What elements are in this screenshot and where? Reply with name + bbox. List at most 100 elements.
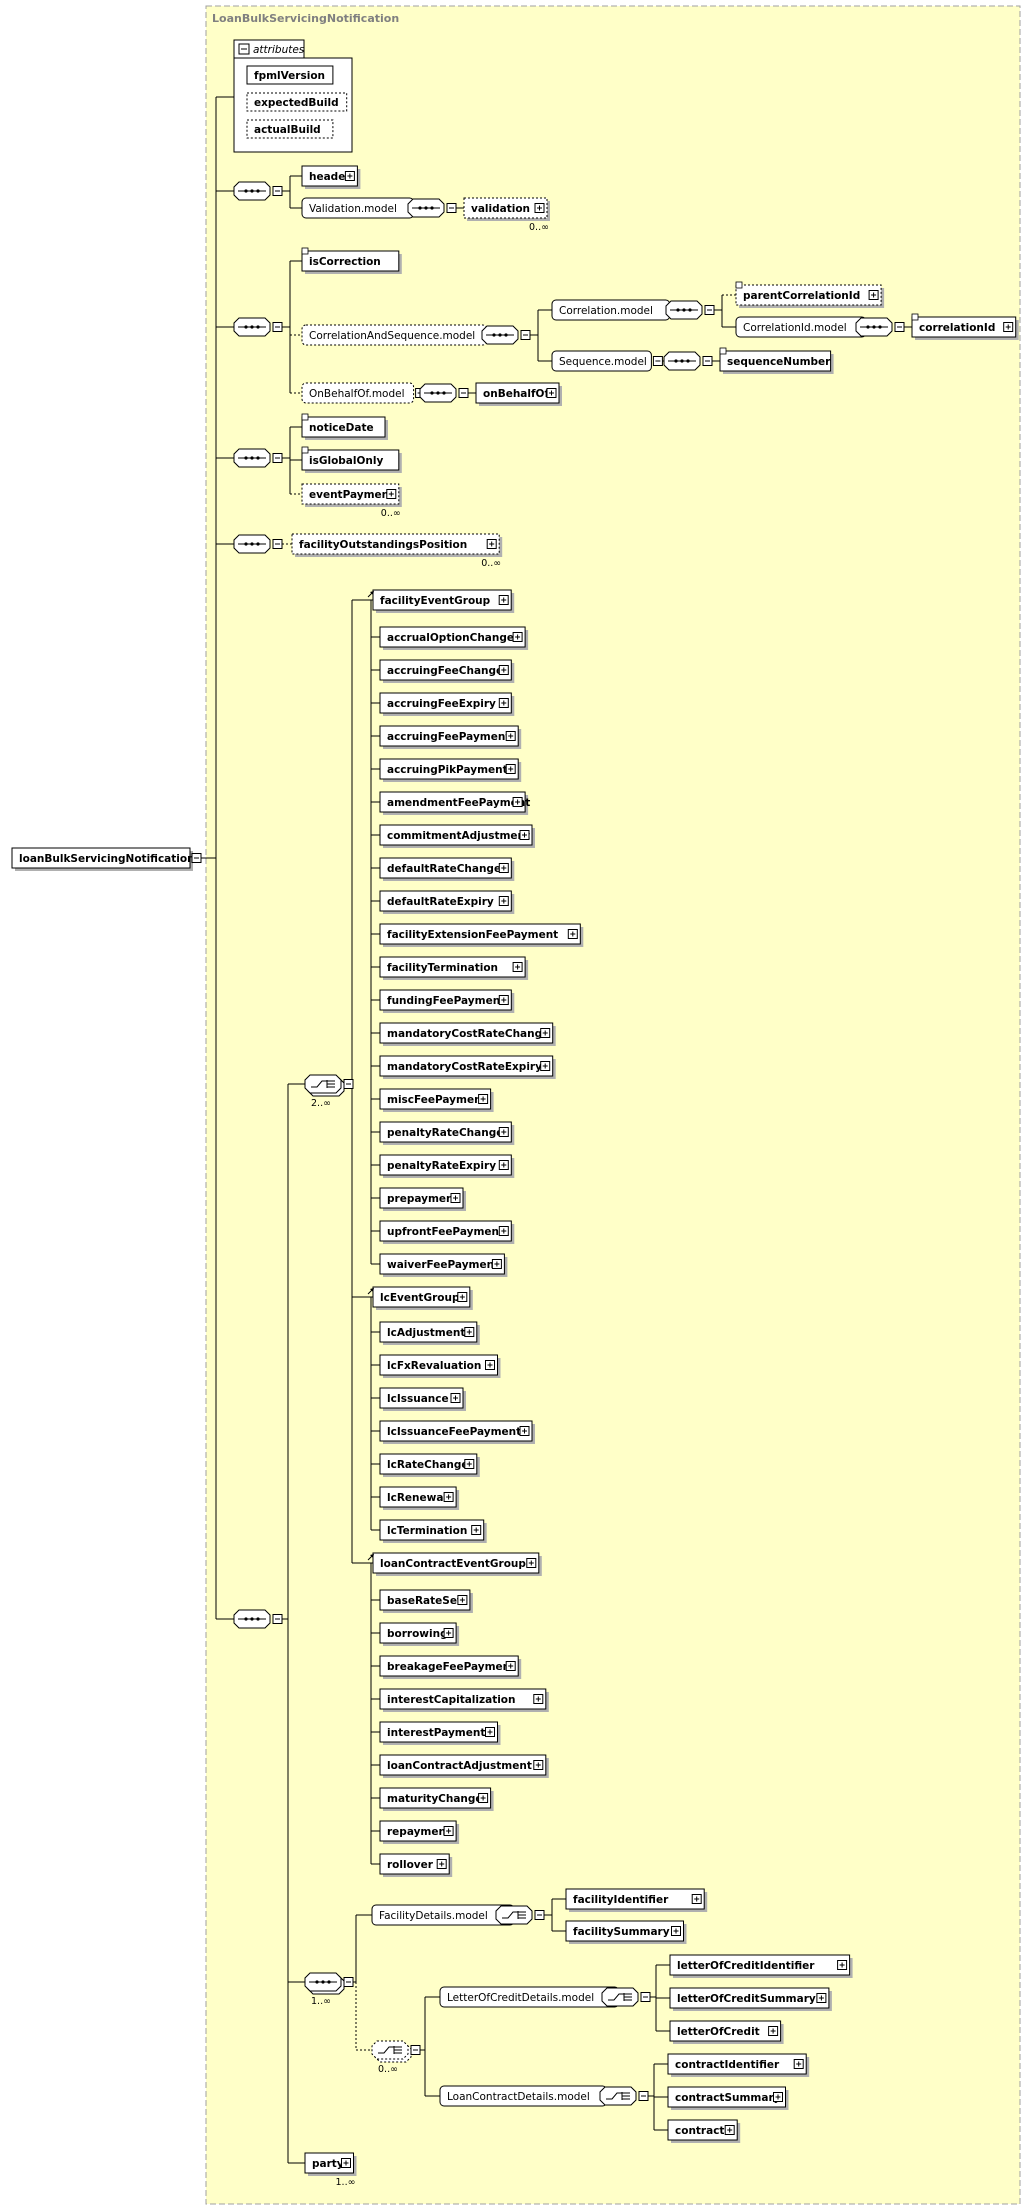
sequence-dot-icon — [498, 333, 502, 337]
onBehalfOf_model-box[interactable] — [301, 382, 415, 404]
facilityEventGroup-label: facilityEventGroup — [380, 595, 491, 607]
contract-box[interactable] — [667, 2119, 738, 2141]
isCorrection-box[interactable] — [301, 250, 400, 272]
choice-compositor-icon[interactable] — [371, 2040, 409, 2060]
loan-contract-event-baseRateSet-box[interactable] — [379, 1589, 471, 1611]
attribute-fpmlVersion-label: fpmlVersion — [254, 70, 325, 82]
contractIdentifier-box[interactable] — [667, 2053, 807, 2075]
onBehalfOf-box[interactable] — [475, 382, 560, 404]
correlationId-box[interactable] — [911, 316, 1017, 338]
noticeDate-label: noticeDate — [309, 422, 374, 434]
sequence-dot-icon — [250, 542, 254, 546]
facility-event-accruingFeeExpiry-label: accruingFeeExpiry — [387, 698, 496, 710]
loan-contract-event-interestPayment-box[interactable] — [379, 1721, 498, 1743]
attribute-marker-icon — [911, 313, 919, 321]
lc-event-lcTermination-box[interactable] — [379, 1519, 485, 1541]
eventPayment-box[interactable] — [301, 483, 400, 505]
parentCorrelationId-box[interactable] — [735, 284, 882, 306]
validation-box[interactable] — [463, 197, 548, 219]
facilityIdentifier-box[interactable] — [565, 1888, 705, 1910]
facility-event-facilityExtensionFeePayment-box[interactable] — [379, 923, 581, 945]
correlation_model-label: Correlation.model — [559, 305, 653, 317]
loan-contract-event-rollover-box[interactable] — [379, 1853, 450, 1875]
sequence-dot-icon — [256, 325, 260, 329]
facilityOutstandingsPosition-cardinality: 0..∞ — [481, 558, 501, 569]
choice-compositor-icon[interactable] — [495, 1905, 533, 1925]
loan-contract-event-maturityChange-box[interactable] — [379, 1787, 492, 1809]
facility-event-accruingFeeChange-box[interactable] — [379, 659, 512, 681]
facility-event-waiverFeePayment-box[interactable] — [379, 1253, 505, 1275]
lcEventGroup-box[interactable] — [372, 1286, 471, 1308]
facility-event-fundingFeePayment-box[interactable] — [379, 989, 512, 1011]
facilityEventGroup-box[interactable] — [372, 589, 512, 611]
letterOfCreditIdentifier-box[interactable] — [669, 1954, 851, 1976]
loan-contract-event-rollover-label: rollover — [387, 1859, 434, 1871]
letterOfCreditSummary-box[interactable] — [669, 1987, 830, 2009]
attribute-expectedBuild-box[interactable] — [246, 92, 348, 112]
lc-event-lcRenewal-box[interactable] — [379, 1486, 457, 1508]
loan-contract-event-borrowing-box[interactable] — [379, 1622, 457, 1644]
loan-contract-event-breakageFeePayment-label: breakageFeePayment — [387, 1661, 515, 1673]
facility-event-accruingPikPayment-box[interactable] — [379, 758, 519, 780]
facility-event-penaltyRateExpiry-label: penaltyRateExpiry — [387, 1160, 496, 1172]
facility-event-mandatoryCostRateChange-box[interactable] — [379, 1022, 554, 1044]
arrow-icon — [370, 591, 374, 595]
choice-compositor-icon[interactable] — [601, 1987, 639, 2007]
facility-event-defaultRateExpiry-box[interactable] — [379, 890, 512, 912]
loan-contract-event-interestCapitalization-box[interactable] — [379, 1688, 547, 1710]
lc-event-lcFxRevaluation-box[interactable] — [379, 1354, 498, 1376]
facility-event-amendmentFeePayment-box[interactable] — [379, 791, 526, 813]
noticeDate-box[interactable] — [301, 416, 386, 438]
sequence-dot-icon — [244, 189, 248, 193]
sequence-dot-icon — [688, 308, 692, 312]
loanContractEventGroup-box[interactable] — [372, 1552, 540, 1574]
contractSummary-label: contractSummary — [675, 2092, 781, 2104]
facility-event-accruingFeeExpiry-box[interactable] — [379, 692, 512, 714]
eventPayment-cardinality: 0..∞ — [381, 508, 401, 519]
letterOfCredit-box[interactable] — [669, 2020, 782, 2042]
loan-contract-event-baseRateSet-label: baseRateSet — [387, 1595, 462, 1607]
facility-event-accrualOptionChange-box[interactable] — [379, 626, 526, 648]
facility-event-mandatoryCostRateExpiry-box[interactable] — [379, 1055, 554, 1077]
lc-event-lcRateChange-box[interactable] — [379, 1453, 478, 1475]
sequence-cardinality: 1..∞ — [311, 1996, 331, 2007]
facility-event-defaultRateChange-box[interactable] — [379, 857, 512, 879]
facility-event-upfrontFeePayment-box[interactable] — [379, 1220, 512, 1242]
parentCorrelationId-label: parentCorrelationId — [743, 290, 860, 302]
facility-event-penaltyRateExpiry-box[interactable] — [379, 1154, 512, 1176]
isGlobalOnly-box[interactable] — [301, 449, 400, 471]
contractSummary-box[interactable] — [667, 2086, 786, 2108]
group-reference-icon — [367, 1555, 373, 1561]
attribute-marker-icon — [735, 281, 743, 289]
choice-compositor-icon[interactable] — [599, 2086, 637, 2106]
lc-event-lcIssuance-box[interactable] — [379, 1387, 464, 1409]
facilityOutstandingsPosition-box[interactable] — [291, 533, 500, 555]
facility-event-facilityTermination-box[interactable] — [379, 956, 526, 978]
facility-event-miscFeePayment-box[interactable] — [379, 1088, 492, 1110]
attribute-actualBuild-box[interactable] — [246, 119, 334, 139]
validation-label: validation — [471, 203, 530, 215]
facility-event-prepayment-box[interactable] — [379, 1187, 464, 1209]
facility-event-commitmentAdjustment-box[interactable] — [379, 824, 533, 846]
facilitySummary-box[interactable] — [565, 1920, 684, 1942]
loan-contract-event-repayment-box[interactable] — [379, 1820, 457, 1842]
facility-event-penaltyRateChange-box[interactable] — [379, 1121, 512, 1143]
root-element-box[interactable] — [11, 847, 191, 869]
sequence-dot-icon — [436, 391, 440, 395]
sequenceNumber-box[interactable] — [719, 350, 832, 372]
lc-event-lcAdjustment-box[interactable] — [379, 1321, 478, 1343]
correlationId_model-label: CorrelationId.model — [743, 322, 847, 334]
loan-contract-event-interestCapitalization-label: interestCapitalization — [387, 1694, 516, 1706]
attribute-fpmlVersion-box[interactable] — [246, 65, 334, 85]
sequence_model-box[interactable] — [551, 350, 652, 372]
loan-contract-event-breakageFeePayment-box[interactable] — [379, 1655, 519, 1677]
sequence-dot-icon — [872, 325, 876, 329]
choice-compositor-icon[interactable] — [304, 1074, 342, 1094]
sequence-dot-icon — [327, 1980, 331, 1984]
letterOfCreditSummary-label: letterOfCreditSummary — [677, 1993, 816, 2005]
header-box[interactable] — [301, 165, 358, 187]
lc-event-lcIssuanceFeePayment-box[interactable] — [379, 1420, 533, 1442]
choice-switch-icon — [311, 1080, 327, 1088]
facility-event-accruingFeePayment-box[interactable] — [379, 725, 519, 747]
loan-contract-event-loanContractAdjustment-box[interactable] — [379, 1754, 547, 1776]
